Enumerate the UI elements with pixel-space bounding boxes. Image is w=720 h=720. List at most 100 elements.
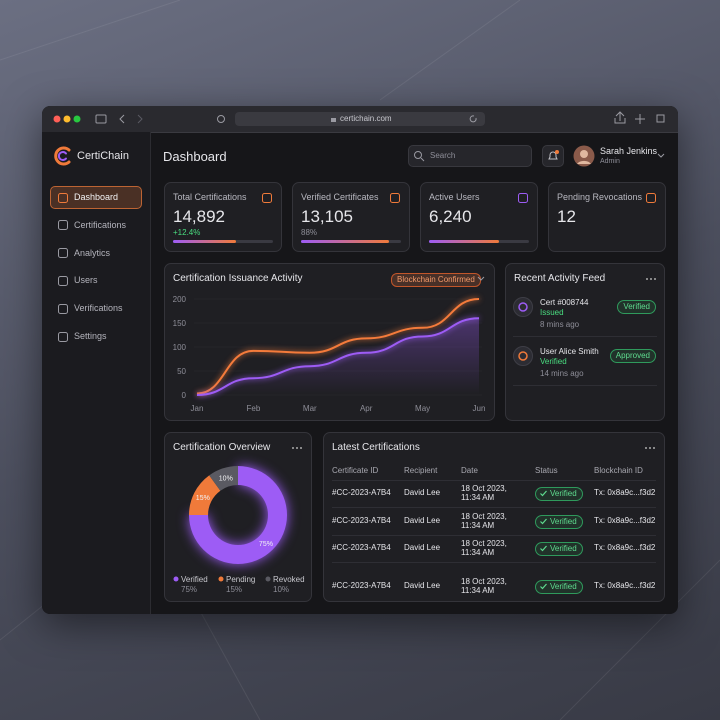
shield-icon[interactable] (217, 115, 225, 123)
url-text[interactable]: certichain.com (340, 114, 392, 123)
table-cell: #CC-2023-A7B4 (332, 581, 391, 590)
overview-menu[interactable] (290, 444, 304, 452)
row-divider (332, 535, 656, 536)
bell-icon (548, 150, 559, 160)
check-mark (540, 518, 547, 525)
x-tick-label: Jan (191, 404, 204, 413)
feed-icon (513, 346, 533, 366)
table-cell: Tx: 0x8a9c...f3d2 (594, 543, 656, 552)
x-tick-label: Mar (303, 404, 317, 413)
page-title: Dashboard (163, 149, 227, 164)
back-icon[interactable] (119, 114, 125, 124)
sidebar-icon[interactable] (95, 114, 107, 124)
check-icon (540, 545, 547, 552)
title-bar: certichain.com (42, 106, 678, 133)
table-title: Latest Certifications (332, 442, 420, 453)
nav-label[interactable]: Dashboard (74, 192, 119, 202)
table-header-divider (332, 480, 656, 481)
forward-icon[interactable] (137, 114, 143, 124)
legend-dot (173, 576, 179, 582)
legend-value: 75% (181, 585, 197, 594)
nav-icon (58, 275, 68, 286)
table-cell: Tx: 0x8a9c...f3d2 (594, 488, 656, 497)
legend-value: 10% (273, 585, 289, 594)
stat-value: 13,105 (301, 207, 353, 226)
table-header: Status (535, 466, 558, 475)
avatar[interactable] (573, 145, 595, 167)
nav-label[interactable]: Analytics (74, 247, 111, 258)
table-cell: David Lee (404, 581, 441, 590)
stat-label: Total Certifications (173, 192, 247, 202)
url-bar[interactable] (235, 112, 485, 126)
series-line (196, 298, 480, 395)
tabs-icon[interactable] (656, 114, 665, 123)
nav-label[interactable]: Settings (74, 331, 107, 341)
y-tick-label: 0 (182, 391, 187, 400)
browser-controls (53, 111, 665, 126)
x-tick-label: May (415, 404, 430, 413)
user-role: Admin (600, 158, 620, 165)
legend-label: Revoked (273, 575, 305, 584)
y-tick-label: 100 (173, 343, 187, 352)
table-cell: Tx: 0x8a9c...f3d2 (594, 516, 656, 525)
icon-shape (58, 331, 68, 342)
notification-button[interactable] (542, 145, 564, 167)
overview-card (164, 432, 312, 602)
check-mark (540, 583, 547, 590)
table-menu[interactable] (643, 444, 657, 452)
search-box[interactable] (408, 145, 532, 167)
y-tick-label: 50 (177, 367, 186, 376)
x-tick-label: Apr (360, 404, 373, 413)
legend-label: Verified (181, 575, 208, 584)
table-cell: 18 Oct 2023, 11:34 AM (461, 577, 507, 595)
maximize-dot[interactable] (73, 115, 81, 123)
table-cell: #CC-2023-A7B4 (332, 516, 391, 525)
minimize-dot[interactable] (63, 115, 71, 123)
y-tick-label: 200 (173, 295, 187, 304)
stat-card (548, 182, 666, 252)
series-line (196, 317, 480, 396)
pie-slice (209, 466, 238, 491)
stat-change: +12.4% (173, 228, 201, 237)
nav-label[interactable]: Certifications (74, 219, 127, 230)
feed-divider (513, 336, 657, 337)
feed-menu[interactable] (644, 275, 658, 283)
logo-icon (54, 146, 71, 166)
table-cell: #CC-2023-A7B4 (332, 543, 391, 552)
table-cell: 18 Oct 2023, 11:34 AM (461, 484, 507, 502)
table-header: Certificate ID (332, 466, 379, 475)
legend-dot (218, 576, 224, 582)
user-chevron[interactable] (657, 153, 665, 159)
chart-chevron[interactable] (477, 276, 485, 282)
status-pill[interactable]: Verified (535, 515, 583, 529)
table-cell: 18 Oct 2023, 11:34 AM (461, 539, 507, 557)
table-cell: David Lee (404, 488, 441, 497)
feed-icon-bg (513, 297, 533, 317)
close-dot[interactable] (53, 115, 61, 123)
legend-dot (265, 576, 271, 582)
stat-value: 6,240 (429, 207, 472, 226)
nav-label[interactable]: Users (74, 275, 98, 286)
nav-item[interactable] (50, 186, 142, 209)
nav-icon (58, 220, 68, 231)
nav-icon (58, 192, 68, 203)
chart-title: Certification Issuance Activity (173, 273, 303, 284)
status-pill[interactable]: Verified (535, 580, 583, 594)
feed-icon-dot (518, 302, 528, 312)
stat-change: 88% (301, 228, 318, 237)
nav-label[interactable]: Verifications (74, 303, 123, 314)
reload-icon[interactable] (469, 115, 477, 123)
feed-card (505, 263, 665, 421)
progress-fill (301, 240, 389, 243)
status-pill[interactable]: Verified (535, 487, 583, 501)
feed-badge: Approved (609, 349, 656, 363)
share-icon[interactable] (614, 111, 626, 124)
y-tick-label: 150 (173, 319, 187, 328)
search-icon (414, 151, 425, 162)
check-mark (540, 545, 547, 552)
status-pill[interactable]: Verified (535, 542, 583, 556)
new-tab-icon[interactable] (635, 114, 645, 124)
